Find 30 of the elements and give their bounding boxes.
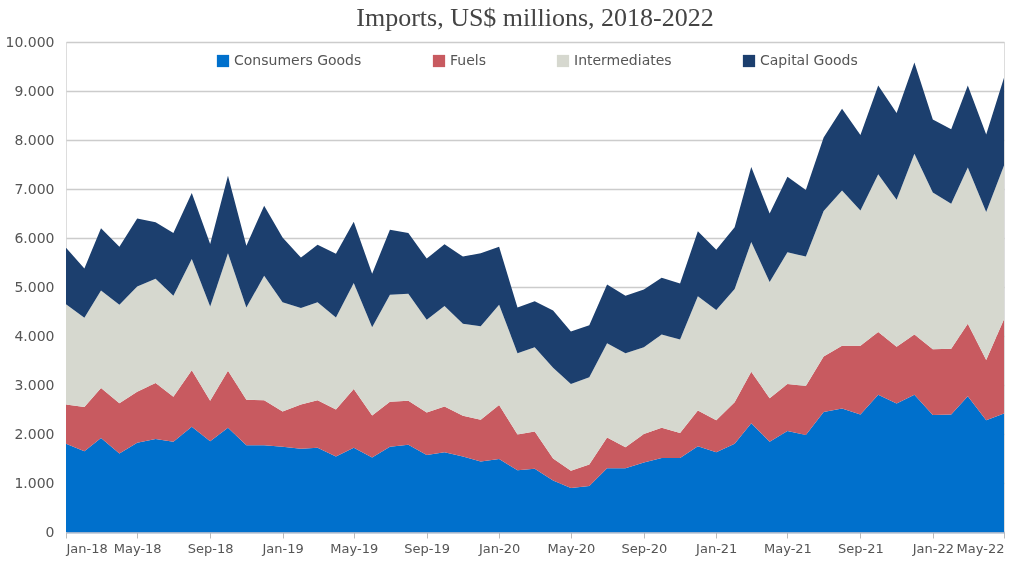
y-tick-label: 1.000 (14, 474, 55, 491)
x-tick-label: Jan-21 (695, 540, 738, 556)
y-tick-label: 7.000 (14, 180, 55, 197)
legend-label: Fuels (450, 52, 486, 68)
x-tick-label: May-19 (330, 540, 379, 556)
x-tick-label: Sep-18 (187, 540, 234, 556)
y-tick-label: 2.000 (14, 425, 55, 442)
x-tick-label: May-22 (956, 540, 1005, 556)
y-tick-label: 5.000 (14, 278, 55, 295)
legend-label: Capital Goods (760, 52, 858, 68)
y-tick-label: 10.000 (5, 33, 55, 50)
y-tick-label: 4.000 (14, 327, 55, 344)
y-tick-label: 3.000 (14, 376, 55, 393)
legend-label: Intermediates (574, 52, 672, 68)
x-tick-label: Jan-20 (477, 540, 521, 556)
x-tick-label: May-18 (113, 540, 162, 556)
x-tick-label: May-21 (764, 540, 812, 556)
y-tick-label: 0 (45, 523, 55, 540)
x-tick-label: May-20 (547, 540, 596, 556)
y-tick-label: 9.000 (14, 82, 55, 99)
y-tick-label: 8.000 (14, 131, 55, 148)
x-tick-label: Jan-18 (65, 540, 108, 556)
legend-label: Consumers Goods (234, 52, 362, 68)
chart-title: Imports, US$ millions, 2018-2022 (356, 3, 714, 32)
x-tick-label: Sep-19 (404, 540, 451, 556)
y-tick-label: 6.000 (14, 229, 55, 246)
x-tick-label: Jan-22 (911, 540, 954, 556)
x-tick-label: Sep-20 (621, 540, 668, 556)
x-tick-label: Sep-21 (838, 540, 884, 556)
x-tick-label: Jan-19 (261, 540, 304, 556)
